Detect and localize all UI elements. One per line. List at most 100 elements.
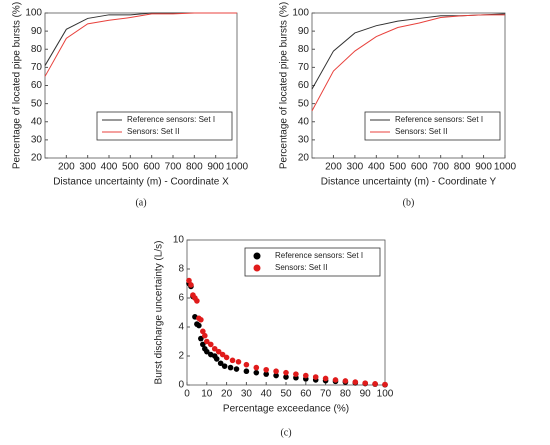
point — [215, 348, 222, 355]
point — [217, 360, 224, 367]
point — [233, 366, 240, 372]
y-tick-label: 80 — [298, 44, 310, 55]
y-tick-label: 20 — [31, 153, 43, 164]
point — [213, 356, 220, 362]
point — [322, 375, 329, 382]
x-tick-label: 400 — [101, 162, 118, 173]
x-tick-label: 10 — [201, 389, 213, 400]
y-tick-label: 4 — [178, 322, 184, 333]
y-axis-label: Percentage of located pipe bursts (%) — [279, 2, 290, 169]
y-tick-label: 2 — [178, 351, 184, 362]
point — [207, 341, 214, 348]
y-tick-label: 50 — [31, 98, 43, 109]
x-tick-label: 40 — [261, 389, 273, 400]
x-tick-label: 80 — [340, 389, 352, 400]
point — [303, 372, 309, 379]
series-line — [44, 12, 237, 66]
point — [263, 371, 270, 377]
x-tick-label: 100 — [377, 389, 394, 400]
point — [186, 277, 192, 284]
x-tick-label: 90 — [360, 389, 372, 400]
point — [219, 351, 226, 358]
y-tick-label: 40 — [31, 116, 43, 127]
point — [202, 332, 208, 339]
x-tick-label: 300 — [79, 162, 96, 173]
x-tick-label: 200 — [58, 162, 75, 173]
point — [204, 348, 210, 355]
point — [227, 364, 234, 371]
point — [221, 363, 228, 369]
point — [235, 359, 242, 365]
point — [200, 341, 206, 348]
y-tick-label: 8 — [178, 264, 184, 275]
x-tick-label: 20 — [221, 389, 233, 400]
x-tick-label: 700 — [165, 162, 182, 173]
y-tick-label: 60 — [31, 80, 43, 91]
point — [243, 368, 250, 375]
point — [382, 381, 388, 388]
x-tick-label: 300 — [347, 162, 364, 173]
x-tick-label: 700 — [432, 162, 449, 173]
y-axis-label: Percentage of located pipe bursts (%) — [12, 2, 23, 169]
point — [312, 374, 319, 380]
legend-swatch — [253, 252, 261, 260]
point — [273, 372, 279, 379]
x-axis-label: Distance uncertainty (m) - Coordinate X — [53, 177, 229, 188]
point — [332, 377, 339, 383]
point — [204, 338, 210, 345]
legend-label: Reference sensors: Set I — [395, 115, 483, 124]
x-tick-label: 600 — [411, 162, 428, 173]
point — [342, 378, 349, 384]
point — [194, 298, 200, 304]
y-tick-label: 20 — [298, 153, 310, 164]
point — [211, 345, 218, 352]
x-tick-label: 70 — [320, 389, 332, 400]
x-tick-label: 900 — [207, 162, 224, 173]
x-tick-label: 200 — [325, 162, 342, 173]
legend-box — [96, 111, 233, 141]
point — [273, 368, 279, 375]
point — [263, 366, 270, 373]
y-tick-label: 90 — [31, 26, 43, 37]
point — [372, 381, 378, 387]
series-line — [44, 12, 237, 77]
y-tick-label: 50 — [298, 98, 310, 109]
y-tick-label: 60 — [298, 80, 310, 91]
x-tick-label: 50 — [280, 389, 292, 400]
y-tick-label: 100 — [292, 8, 309, 19]
legend-swatch — [253, 264, 261, 272]
y-tick-label: 40 — [298, 116, 310, 127]
point — [188, 282, 194, 288]
x-tick-label: 400 — [368, 162, 385, 173]
y-tick-label: 70 — [298, 62, 310, 73]
point — [283, 374, 289, 380]
x-tick-label: 900 — [475, 162, 492, 173]
x-tick-label: 600 — [143, 162, 160, 173]
y-axis-label: Burst discharge uncertainty (L/s) — [154, 241, 165, 385]
x-tick-label: 800 — [454, 162, 471, 173]
x-tick-label: 1000 — [226, 162, 249, 173]
x-tick-label: 500 — [389, 162, 406, 173]
legend-label: Reference sensors: Set I — [127, 115, 215, 124]
legend-label: Reference sensors: Set I — [275, 251, 363, 260]
point — [253, 369, 260, 376]
y-tick-label: 0 — [178, 380, 184, 391]
legend-label: Sensors: Set II — [395, 127, 447, 136]
x-tick-label: 0 — [184, 389, 190, 400]
y-tick-label: 30 — [298, 135, 310, 146]
y-tick-label: 6 — [178, 293, 184, 304]
x-tick-label: 30 — [241, 389, 253, 400]
y-tick-label: 30 — [31, 135, 43, 146]
y-tick-label: 90 — [298, 26, 310, 37]
x-tick-label: 500 — [122, 162, 139, 173]
caption: (a) — [135, 197, 146, 208]
point — [283, 369, 289, 376]
point — [253, 364, 260, 371]
point — [200, 328, 206, 335]
point — [198, 316, 204, 323]
caption: (c) — [280, 427, 291, 438]
y-tick-label: 10 — [173, 235, 185, 246]
point — [352, 379, 359, 385]
x-tick-label: 800 — [186, 162, 203, 173]
